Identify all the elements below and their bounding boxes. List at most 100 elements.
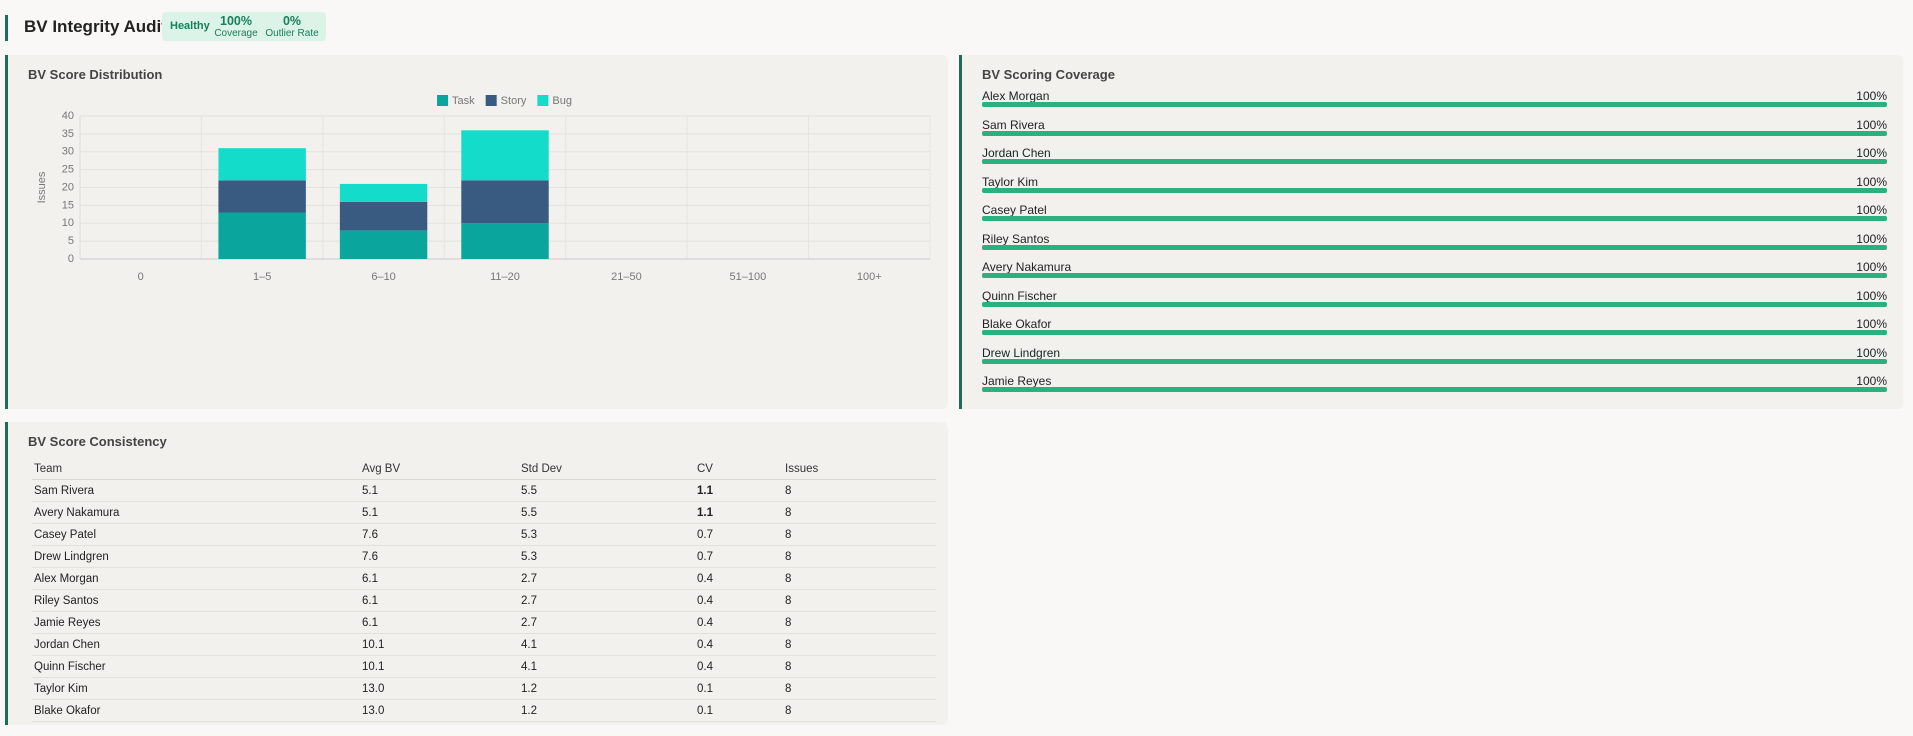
stat: 0% Outlier Rate — [262, 14, 322, 39]
x-tick-label: 6–10 — [371, 271, 395, 283]
x-tick-label: 1–5 — [253, 271, 271, 283]
table-row: Jamie Reyes 6.1 2.7 0.4 8 — [32, 611, 936, 634]
table-row: Alex Morgan 6.1 2.7 0.4 8 — [32, 567, 936, 590]
table-cell: 0.4 — [695, 589, 783, 612]
legend-label: Task — [452, 95, 475, 107]
stat-label: Coverage — [214, 28, 258, 39]
table-row: Drew Lindgren 7.6 5.3 0.7 8 — [32, 545, 936, 568]
stat-value: 0% — [282, 14, 302, 28]
table-row: Avery Nakamura 5.1 5.5 1.1 8 — [32, 501, 936, 524]
table-cell: 8 — [783, 633, 936, 656]
table-cell: 5.3 — [519, 523, 695, 546]
header-accent — [5, 15, 8, 41]
column-header: CV — [695, 458, 783, 480]
x-tick-label: 100+ — [857, 271, 882, 283]
coverage-bar — [982, 301, 1887, 307]
table-row: Taylor Kim 13.0 1.2 0.1 8 — [32, 677, 936, 700]
table-body: Sam Rivera 5.1 5.5 1.1 8 Avery Nakamura 5.1 5.5… — [32, 479, 936, 722]
table-cell: 1.2 — [519, 699, 695, 722]
page-title: BV Integrity Audit — [24, 17, 167, 36]
bar — [218, 180, 306, 213]
coverage-label: 100% — [1856, 345, 1887, 360]
legend-swatch — [537, 95, 549, 106]
table-panel: BV Score Consistency Team Avg BV Std Dev CV… — [5, 422, 948, 725]
table-cell: 0.7 — [695, 523, 783, 546]
legend-label: Story — [501, 95, 527, 107]
coverage-label: 100% — [1856, 174, 1887, 189]
coverage-row: Drew Lindgren 100% — [982, 346, 1887, 374]
y-tick-label: 40 — [62, 110, 74, 122]
table-row: Jordan Chen 10.1 4.1 0.4 8 — [32, 633, 936, 656]
table-cell: 0.4 — [695, 633, 783, 656]
bar — [218, 148, 306, 181]
status-badge: Healthy 100% Coverage 0% Outlier Rate — [162, 12, 326, 41]
member-name: Casey Patel — [982, 203, 1047, 217]
y-tick-label: 25 — [62, 164, 74, 176]
table-cell: 8 — [783, 567, 936, 590]
table-cell: 7.6 — [360, 545, 519, 568]
coverage-row: Alex Morgan 100% — [982, 89, 1887, 117]
table-cell: Quinn Fischer — [32, 655, 360, 678]
coverage-bar — [982, 273, 1887, 278]
coverage-label: 100% — [1856, 231, 1887, 246]
table-row: Quinn Fischer 10.1 4.1 0.4 8 — [32, 655, 936, 678]
bar — [339, 201, 428, 231]
bar — [461, 180, 549, 224]
table-cell: 4.1 — [519, 655, 695, 678]
table-cell: 8 — [783, 611, 936, 634]
member-name: Jamie Reyes — [982, 374, 1052, 388]
column-header: Std Dev — [519, 458, 695, 480]
table-cell: 0.1 — [695, 677, 783, 700]
coverage-bar — [982, 244, 1887, 250]
column-header: Avg BV — [360, 458, 519, 480]
coverage-row: Sam Rivera 100% — [982, 118, 1887, 146]
table-cell: 0.4 — [695, 567, 783, 590]
table-cell: 7.6 — [360, 523, 519, 546]
table-cell: Drew Lindgren — [32, 545, 360, 568]
column-header: Issues — [783, 458, 936, 480]
bar — [461, 130, 549, 181]
stat-value: 100% — [220, 14, 252, 28]
member-name: Riley Santos — [982, 231, 1050, 246]
coverage-label: 100% — [1856, 288, 1887, 303]
y-tick-label: 20 — [62, 181, 74, 193]
table-cell: 13.0 — [360, 677, 519, 700]
coverage-label: 100% — [1856, 260, 1887, 274]
table-cell: 0.4 — [695, 611, 783, 634]
x-tick-label: 21–50 — [611, 271, 642, 283]
chart: 0 5 10 15 20 25 30 35 40 Issues 0 1–5 6–10 11–20 21–50… — [36, 95, 931, 283]
table-cell: 10.1 — [360, 633, 519, 656]
table-cell: 2.7 — [519, 589, 695, 612]
coverage-bar — [982, 159, 1887, 164]
member-name: Avery Nakamura — [982, 260, 1072, 274]
table-cell: 5.1 — [360, 479, 519, 502]
y-tick-label: 30 — [62, 146, 74, 158]
table-cell: Sam Rivera — [32, 479, 360, 502]
chart-panel: BV Score Distribution 0 5 10 15 20 25 30 35 40 Is… — [5, 55, 948, 409]
table-cell: 1.1 — [695, 479, 783, 502]
table-row: Riley Santos 6.1 2.7 0.4 8 — [32, 589, 936, 612]
table-cell: 5.5 — [519, 479, 695, 502]
table-row: Casey Patel 7.6 5.3 0.7 8 — [32, 523, 936, 546]
header-row: Team Avg BV Std Dev CV Issues — [32, 458, 936, 480]
y-tick-label: 15 — [62, 199, 74, 211]
coverage-row: Blake Okafor 100% — [982, 317, 1887, 345]
table-row: Sam Rivera 5.1 5.5 1.1 8 — [32, 479, 936, 502]
coverage-row: Jordan Chen 100% — [982, 146, 1887, 174]
coverage-bar — [982, 187, 1887, 193]
coverage-row: Avery Nakamura 100% — [982, 260, 1887, 288]
coverage-panel: BV Scoring Coverage Alex Morgan 100% Sam R… — [959, 55, 1903, 409]
status: Healthy — [170, 20, 210, 32]
table-cell: 6.1 — [360, 589, 519, 612]
table-cell: Blake Okafor — [32, 699, 360, 722]
stat: 100% Coverage — [214, 14, 258, 39]
bar — [461, 223, 549, 259]
bar — [339, 230, 428, 259]
coverage-bar — [982, 358, 1887, 364]
table-cell: 8 — [783, 677, 936, 700]
coverage-bar — [982, 216, 1887, 221]
table-cell: Avery Nakamura — [32, 501, 360, 524]
bar — [218, 212, 306, 259]
table-cell: 8 — [783, 479, 936, 502]
